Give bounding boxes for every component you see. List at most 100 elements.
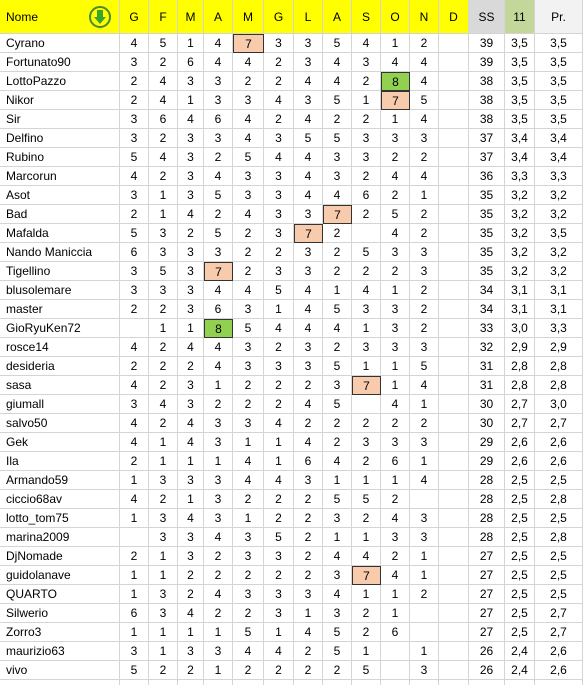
score-cell: 3 bbox=[410, 129, 439, 148]
score-cell: 3 bbox=[120, 395, 149, 414]
score-cell: 2 bbox=[264, 566, 294, 585]
score-cell: 35 bbox=[469, 243, 505, 262]
score-cell: 3 bbox=[294, 338, 323, 357]
score-cell: 3 bbox=[233, 167, 264, 186]
score-cell: 1 bbox=[149, 452, 178, 471]
score-cell: 2 bbox=[410, 148, 439, 167]
header-cell: S bbox=[352, 0, 381, 34]
score-cell bbox=[439, 262, 469, 281]
score-cell: 2 bbox=[264, 72, 294, 91]
score-cell: 2,4 bbox=[505, 642, 535, 661]
score-cell: 2 bbox=[323, 110, 352, 129]
score-cell: 2 bbox=[204, 205, 233, 224]
score-cell: 3 bbox=[178, 129, 204, 148]
empty-cell bbox=[120, 680, 149, 685]
score-cell: 2 bbox=[352, 623, 381, 642]
score-cell: 1 bbox=[149, 186, 178, 205]
score-cell: 3 bbox=[381, 129, 410, 148]
score-cell: 4 bbox=[264, 91, 294, 110]
score-cell: 4 bbox=[204, 585, 233, 604]
score-cell bbox=[439, 414, 469, 433]
score-cell: 3,2 bbox=[505, 205, 535, 224]
score-cell: 3,5 bbox=[535, 110, 583, 129]
score-cell bbox=[439, 281, 469, 300]
score-cell: 2 bbox=[149, 661, 178, 680]
score-cell: 1 bbox=[120, 623, 149, 642]
score-cell: 3 bbox=[178, 642, 204, 661]
score-cell: 4 bbox=[323, 585, 352, 604]
score-cell: 4 bbox=[294, 72, 323, 91]
score-cell: 3 bbox=[264, 604, 294, 623]
score-cell bbox=[439, 452, 469, 471]
score-cell: 4 bbox=[204, 281, 233, 300]
player-name: Mafalda bbox=[0, 224, 120, 243]
score-cell: 3,0 bbox=[535, 395, 583, 414]
score-cell: 27 bbox=[469, 547, 505, 566]
score-cell: 5 bbox=[204, 224, 233, 243]
sort-icon[interactable] bbox=[88, 5, 112, 29]
score-cell: 2 bbox=[120, 205, 149, 224]
score-cell bbox=[439, 528, 469, 547]
score-cell: 3 bbox=[294, 357, 323, 376]
score-cell: 2,5 bbox=[505, 604, 535, 623]
score-cell: 4 bbox=[204, 357, 233, 376]
player-name: marina2009 bbox=[0, 528, 120, 547]
score-cell: 2 bbox=[381, 414, 410, 433]
score-cell: 2,5 bbox=[505, 585, 535, 604]
score-cell: 3,5 bbox=[505, 72, 535, 91]
score-cell: 1 bbox=[381, 585, 410, 604]
score-cell: 4 bbox=[149, 72, 178, 91]
score-cell: 3 bbox=[120, 129, 149, 148]
score-cell: 2 bbox=[204, 395, 233, 414]
score-cell: 3 bbox=[410, 509, 439, 528]
header-cell: N bbox=[410, 0, 439, 34]
score-cell: 37 bbox=[469, 148, 505, 167]
score-cell: 2 bbox=[352, 167, 381, 186]
score-cell: 2,4 bbox=[505, 661, 535, 680]
score-cell: 2 bbox=[410, 414, 439, 433]
score-cell: 3 bbox=[381, 243, 410, 262]
score-cell: 2 bbox=[410, 281, 439, 300]
score-cell: 2 bbox=[204, 566, 233, 585]
score-cell: 2 bbox=[294, 490, 323, 509]
score-cell: 2 bbox=[352, 509, 381, 528]
score-cell: 7 bbox=[233, 34, 264, 53]
score-cell: 2,5 bbox=[505, 623, 535, 642]
score-cell: 3 bbox=[233, 186, 264, 205]
score-cell: 3 bbox=[120, 281, 149, 300]
score-cell: 2 bbox=[120, 357, 149, 376]
score-cell: 3 bbox=[204, 471, 233, 490]
score-cell: 3 bbox=[264, 205, 294, 224]
score-cell: 4 bbox=[178, 414, 204, 433]
score-cell: 3,4 bbox=[535, 129, 583, 148]
score-cell: 27 bbox=[469, 604, 505, 623]
score-cell: 3,0 bbox=[505, 319, 535, 338]
score-cell: 3 bbox=[204, 509, 233, 528]
score-cell: 33 bbox=[469, 319, 505, 338]
score-cell: 3 bbox=[294, 53, 323, 72]
score-cell: 1 bbox=[410, 547, 439, 566]
score-cell: 2 bbox=[149, 376, 178, 395]
score-cell: 2,5 bbox=[535, 471, 583, 490]
score-cell: 4 bbox=[233, 281, 264, 300]
score-cell: 6 bbox=[120, 604, 149, 623]
empty-cell bbox=[352, 680, 381, 685]
score-cell: 1 bbox=[149, 623, 178, 642]
score-cell: 1 bbox=[410, 566, 439, 585]
player-name: blusolemare bbox=[0, 281, 120, 300]
score-cell: 3 bbox=[120, 642, 149, 661]
player-name: GioRyuKen72 bbox=[0, 319, 120, 338]
score-cell: 3 bbox=[381, 338, 410, 357]
score-cell: 5 bbox=[323, 91, 352, 110]
score-cell: 4 bbox=[410, 471, 439, 490]
score-cell: 3 bbox=[294, 585, 323, 604]
score-cell: 4 bbox=[178, 338, 204, 357]
score-cell: 1 bbox=[294, 604, 323, 623]
score-cell: 2 bbox=[264, 338, 294, 357]
score-cell: 3 bbox=[264, 585, 294, 604]
score-cell: 2 bbox=[352, 604, 381, 623]
score-cell: 1 bbox=[149, 319, 178, 338]
score-cell: 3 bbox=[410, 243, 439, 262]
player-name: rosce14 bbox=[0, 338, 120, 357]
score-cell: 3 bbox=[352, 433, 381, 452]
